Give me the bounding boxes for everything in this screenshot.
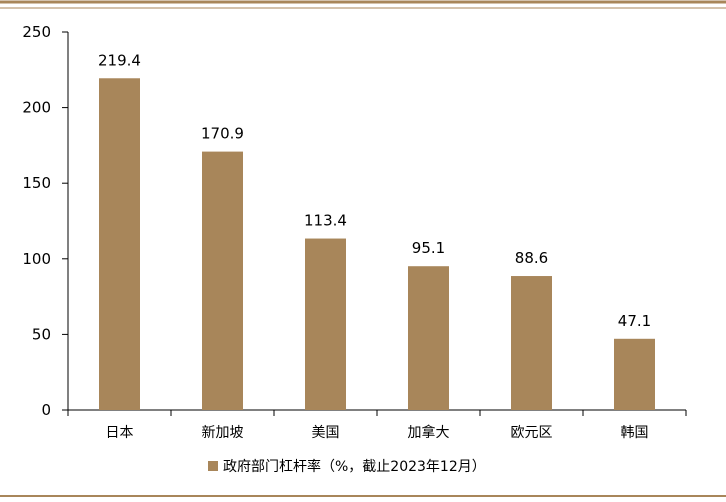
legend: 政府部门杠杆率（%，截止2023年12月） <box>208 458 486 475</box>
bar <box>511 276 552 410</box>
data-label: 95.1 <box>412 239 445 257</box>
bar <box>305 238 346 410</box>
y-tick-label: 100 <box>22 250 51 268</box>
data-label: 170.9 <box>201 125 244 143</box>
x-tick-label: 韩国 <box>621 425 649 441</box>
bar <box>202 151 243 411</box>
x-tick-label: 美国 <box>312 425 340 441</box>
data-label: 113.4 <box>304 212 347 230</box>
x-axis: 日本 新加坡 美国 加拿大 欧元区 韩国 <box>67 409 687 441</box>
x-tick-label: 日本 <box>106 425 134 441</box>
data-labels: 219.4 170.9 113.4 95.1 88.6 47.1 <box>98 51 651 330</box>
data-label: 47.1 <box>618 312 651 330</box>
bar <box>408 266 449 410</box>
legend-swatch <box>208 461 218 471</box>
y-tick-label: 200 <box>22 99 51 117</box>
bar <box>614 338 655 410</box>
x-tick-label: 欧元区 <box>511 425 553 441</box>
y-tick-label: 150 <box>22 174 51 192</box>
y-tick-label: 250 <box>22 23 51 41</box>
data-label: 88.6 <box>515 249 548 267</box>
y-tick-label: 50 <box>32 325 51 343</box>
x-tick-label: 新加坡 <box>202 425 244 441</box>
bar <box>99 78 140 410</box>
data-label: 219.4 <box>98 51 141 69</box>
x-tick-label: 加拿大 <box>408 424 450 441</box>
bars <box>99 78 655 411</box>
y-tick-label: 0 <box>41 401 51 419</box>
legend-label: 政府部门杠杆率（%，截止2023年12月） <box>223 458 486 475</box>
y-axis: 0 50 100 150 200 250 <box>22 23 69 419</box>
